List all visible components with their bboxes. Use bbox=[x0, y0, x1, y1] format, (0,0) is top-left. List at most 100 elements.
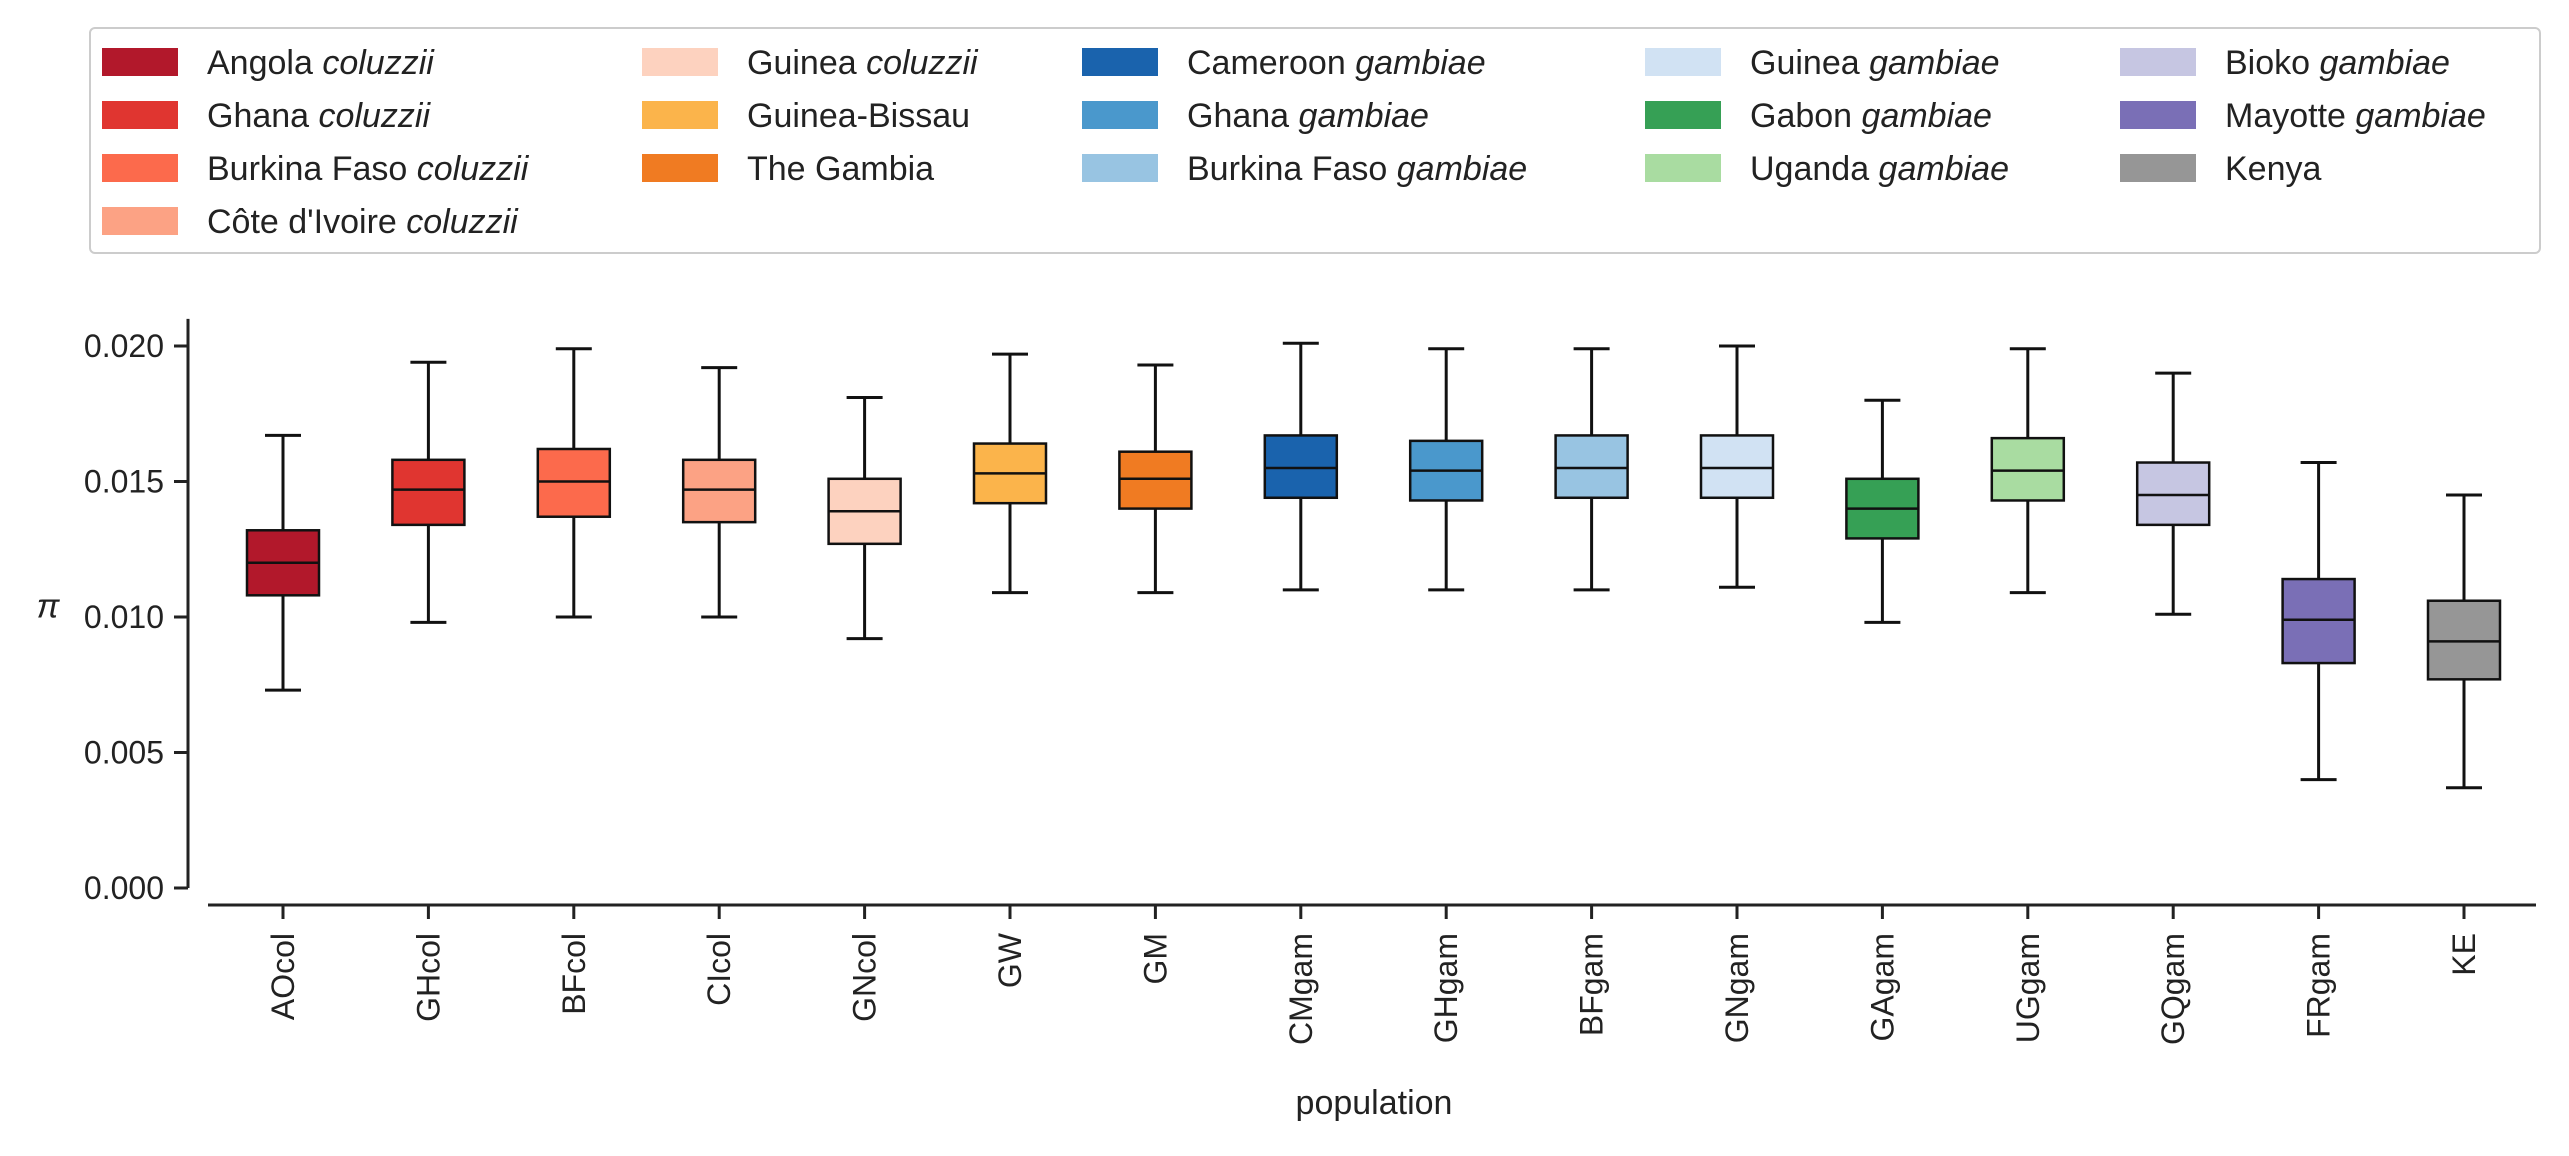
box-body bbox=[1554, 434, 1629, 500]
legend-label-name: Burkina Faso bbox=[1187, 150, 1387, 188]
legend-label: Mayotte gambiae bbox=[2225, 97, 2486, 135]
legend-label-taxon: coluzzii bbox=[407, 150, 529, 188]
x-axis-label: population bbox=[1296, 1084, 1453, 1122]
legend-swatch bbox=[2120, 101, 2196, 129]
legend-swatch bbox=[642, 48, 718, 76]
x-tick-label: GNcol bbox=[847, 933, 883, 1022]
legend-item: Burkina Faso coluzzii bbox=[102, 150, 530, 188]
legend-swatch bbox=[102, 154, 178, 182]
legend-label: Gabon gambiae bbox=[1750, 97, 1992, 135]
box-GM bbox=[1118, 363, 1193, 595]
legend-label-name: Ghana bbox=[1187, 97, 1289, 135]
legend-label: Burkina Faso coluzzii bbox=[207, 150, 530, 188]
x-tick-label: CIcol bbox=[701, 933, 737, 1006]
legend-label-name: Ghana bbox=[207, 97, 309, 135]
legend-swatch bbox=[642, 154, 718, 182]
legend-item: Ghana coluzzii bbox=[102, 97, 431, 135]
box-body bbox=[2135, 461, 2211, 527]
legend-item: Ghana gambiae bbox=[1082, 97, 1429, 135]
box-body bbox=[681, 458, 757, 524]
legend-label: Ghana gambiae bbox=[1187, 97, 1429, 135]
legend-label-name: Uganda bbox=[1750, 150, 1869, 188]
x-tick-label: GAgam bbox=[1864, 933, 1900, 1041]
legend-label-taxon: coluzzii bbox=[309, 97, 431, 135]
legend-swatch bbox=[2120, 48, 2196, 76]
legend-label-name: Gabon bbox=[1750, 97, 1852, 135]
legend-item: Kenya bbox=[2120, 150, 2321, 188]
legend-label-taxon: gambiae bbox=[1346, 44, 1486, 82]
legend-label-name: Guinea-Bissau bbox=[747, 97, 970, 135]
box-KE bbox=[2426, 493, 2502, 790]
legend-label-name: Guinea bbox=[1750, 44, 1860, 82]
legend-label: Ghana coluzzii bbox=[207, 97, 431, 135]
legend-swatch bbox=[1645, 154, 1721, 182]
x-tick-label: FRgam bbox=[2301, 933, 2337, 1038]
x-tick-label: GHcol bbox=[410, 933, 446, 1022]
x-tick-label: KE bbox=[2446, 933, 2482, 976]
box-UGgam bbox=[1990, 347, 2066, 595]
x-tick-label: GQgam bbox=[2155, 933, 2191, 1045]
y-tick-label: 0.020 bbox=[84, 328, 164, 364]
legend-label: Kenya bbox=[2225, 150, 2321, 188]
legend-label-taxon: coluzzii bbox=[397, 203, 519, 241]
x-tick-label: GW bbox=[992, 932, 1028, 988]
y-axis-label: π bbox=[37, 587, 61, 625]
legend-item: Guinea-Bissau bbox=[642, 97, 970, 135]
legend-label-taxon: coluzzii bbox=[857, 44, 979, 82]
box-AOcol bbox=[245, 433, 321, 692]
legend-label-name: Bioko bbox=[2225, 44, 2310, 82]
legend-swatch bbox=[2120, 154, 2196, 182]
legend-swatch bbox=[1645, 101, 1721, 129]
box-body bbox=[1118, 450, 1193, 510]
y-tick-label: 0.005 bbox=[84, 735, 164, 771]
legend-label-taxon: gambiae bbox=[1860, 44, 2000, 82]
x-tick-label: BFcol bbox=[556, 933, 592, 1015]
legend-label: Burkina Faso gambiae bbox=[1187, 150, 1527, 188]
legend-label-taxon: gambiae bbox=[2310, 44, 2450, 82]
y-tick-label: 0.000 bbox=[84, 870, 164, 906]
legend-label: Bioko gambiae bbox=[2225, 44, 2450, 82]
x-tick-label: GM bbox=[1137, 933, 1173, 985]
legend-label: Guinea coluzzii bbox=[747, 44, 979, 82]
box-GNgam bbox=[1699, 344, 1775, 589]
legend-item: Angola coluzzii bbox=[102, 44, 435, 82]
legend-label-taxon: gambiae bbox=[1869, 150, 2009, 188]
legend-item: Guinea coluzzii bbox=[642, 44, 979, 82]
legend-swatch bbox=[102, 207, 178, 235]
legend-label-taxon: gambiae bbox=[1289, 97, 1429, 135]
legend-item: Guinea gambiae bbox=[1645, 44, 2000, 82]
box-body bbox=[1699, 434, 1775, 500]
legend-item: Mayotte gambiae bbox=[2120, 97, 2486, 135]
axes: 0.000 0.005 0.010 0.015 0.020 π AOcol GHcol BFco… bbox=[37, 318, 2536, 1122]
legend-item: Côte d'Ivoire coluzzii bbox=[102, 203, 519, 241]
legend-label-name: Kenya bbox=[2225, 150, 2321, 188]
box-FRgam bbox=[2281, 461, 2356, 782]
legend-swatch bbox=[102, 48, 178, 76]
legend-label-name: Côte d'Ivoire bbox=[207, 203, 397, 241]
legend-item: Uganda gambiae bbox=[1645, 150, 2009, 188]
legend-label: Côte d'Ivoire coluzzii bbox=[207, 203, 519, 241]
legend-item: Gabon gambiae bbox=[1645, 97, 1992, 135]
y-tick-label: 0.015 bbox=[84, 464, 164, 500]
box-GQgam bbox=[2135, 371, 2211, 616]
legend-label-name: Burkina Faso bbox=[207, 150, 407, 188]
box-CIcol bbox=[681, 366, 757, 619]
legend-item: Bioko gambiae bbox=[2120, 44, 2450, 82]
x-tick-label: GNgam bbox=[1719, 933, 1755, 1043]
legend-swatch bbox=[1082, 48, 1158, 76]
box-GHcol bbox=[391, 360, 466, 624]
legend-label-taxon: gambiae bbox=[1852, 97, 1992, 135]
legend-frame bbox=[89, 27, 2541, 254]
legend-swatch bbox=[1082, 101, 1158, 129]
legend-item: Cameroon gambiae bbox=[1082, 44, 1486, 82]
legend-swatch bbox=[1082, 154, 1158, 182]
legend-label: Guinea gambiae bbox=[1750, 44, 2000, 82]
box-GHgam bbox=[1408, 347, 1484, 592]
box-body bbox=[1263, 434, 1339, 500]
x-tick-label: CMgam bbox=[1283, 933, 1319, 1045]
box-CMgam bbox=[1263, 341, 1339, 592]
legend-label-name: Angola bbox=[207, 44, 313, 82]
